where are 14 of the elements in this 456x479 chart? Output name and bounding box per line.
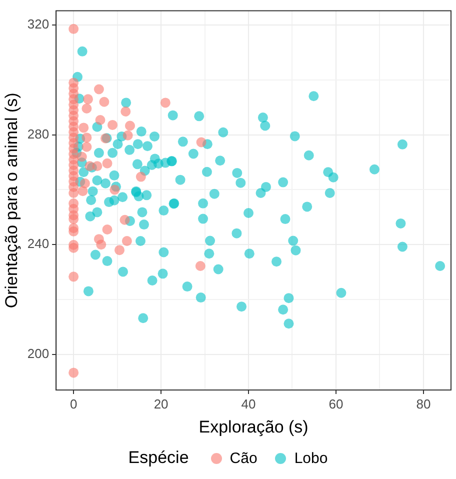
legend-label: Lobo: [294, 450, 328, 466]
y-axis-title: Orientação para o animal (s): [2, 92, 21, 308]
y-tick-label: 200: [27, 346, 50, 361]
x-tick-label: 60: [328, 396, 344, 412]
y-tick-label: 320: [27, 16, 50, 32]
x-tick-label: 20: [154, 396, 168, 412]
x-tick-label: 0: [70, 396, 78, 412]
x-tick-label: 40: [241, 396, 256, 412]
y-tick-label: 240: [27, 236, 50, 252]
legend-title: Espécie: [128, 448, 189, 468]
x-tick-label: 80: [416, 396, 431, 412]
x-axis-title: Exploração (s): [198, 417, 308, 436]
legend-label: Cão: [230, 450, 258, 466]
y-tick-label: 280: [27, 126, 50, 142]
